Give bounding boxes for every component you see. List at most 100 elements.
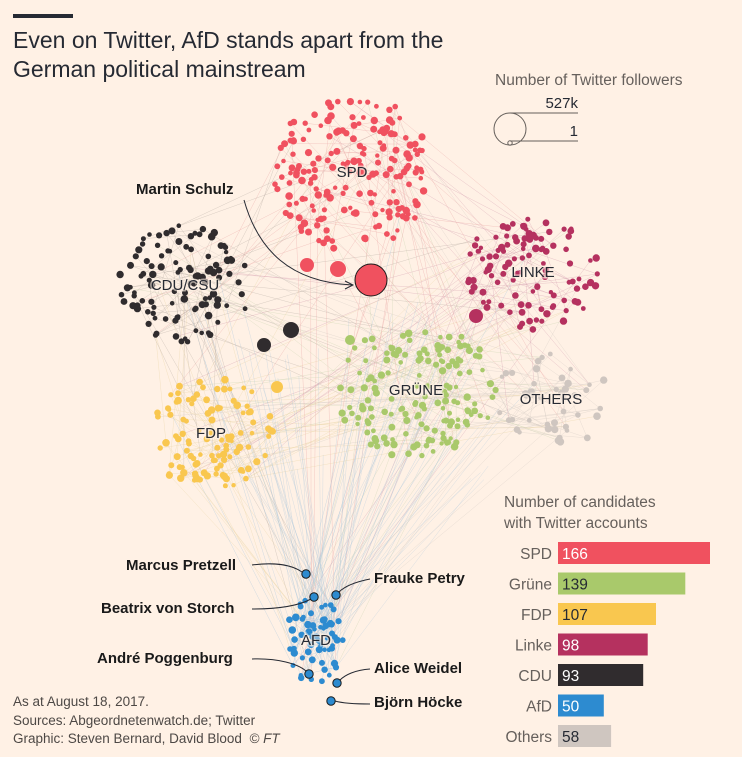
network-node	[434, 399, 442, 407]
network-edge	[141, 275, 527, 396]
network-node	[377, 371, 386, 379]
network-node	[381, 408, 389, 416]
bar-category-label: CDU	[518, 668, 552, 685]
network-node	[214, 296, 222, 304]
network-node	[250, 419, 257, 426]
network-node	[403, 135, 409, 141]
network-node	[543, 310, 551, 318]
network-node	[343, 162, 349, 168]
network-node	[306, 127, 312, 133]
network-node	[484, 265, 492, 274]
network-node	[139, 298, 146, 304]
network-edge	[370, 377, 401, 410]
network-node	[414, 383, 420, 389]
network-edge	[392, 122, 395, 161]
network-edge	[324, 331, 454, 620]
network-node	[180, 469, 188, 477]
network-node	[457, 358, 464, 364]
network-node	[145, 320, 152, 327]
size-legend: Number of Twitter followers 527k 1	[493, 72, 683, 146]
network-edge	[193, 320, 542, 459]
network-node	[356, 121, 362, 126]
network-node	[525, 302, 532, 309]
network-node	[563, 246, 569, 253]
network-node	[431, 427, 438, 434]
network-edge	[473, 281, 573, 288]
network-node	[324, 636, 330, 641]
network-node	[290, 151, 296, 157]
network-node	[207, 265, 214, 272]
network-node	[167, 411, 174, 418]
network-node	[357, 99, 363, 105]
network-edge	[325, 302, 419, 626]
network-node	[262, 452, 268, 459]
network-edge	[179, 386, 212, 434]
network-edge	[179, 372, 389, 387]
network-node	[519, 255, 526, 261]
network-edge	[266, 455, 331, 624]
network-node	[346, 98, 354, 106]
network-node	[202, 301, 209, 308]
network-node	[513, 237, 520, 245]
network-edge	[154, 317, 365, 389]
network-edge	[320, 627, 335, 664]
network-edge	[289, 336, 473, 650]
network-node	[561, 226, 567, 232]
network-edge	[156, 227, 302, 334]
network-node	[560, 408, 567, 415]
network-node	[406, 337, 413, 344]
network-node	[249, 389, 255, 395]
network-node	[233, 401, 241, 410]
network-node	[398, 407, 404, 412]
network-node	[504, 233, 510, 239]
network-edge	[175, 247, 502, 337]
network-node	[517, 323, 523, 330]
bar-chart-title: Number of candidates	[504, 494, 656, 511]
network-node	[551, 419, 558, 427]
network-node	[591, 282, 600, 290]
network-node	[412, 198, 419, 205]
network-node	[153, 330, 160, 337]
network-node	[423, 442, 430, 449]
network-node	[546, 228, 553, 236]
network-node	[480, 367, 485, 373]
network-node	[527, 388, 535, 396]
network-node	[562, 423, 570, 430]
network-node	[367, 441, 374, 448]
network-node	[216, 274, 223, 281]
network-node	[286, 201, 293, 208]
network-node	[447, 410, 452, 416]
network-edge	[344, 209, 508, 229]
network-node	[303, 196, 308, 202]
network-node	[476, 346, 483, 353]
network-node	[329, 163, 337, 171]
network-edge	[490, 248, 524, 267]
bar-linke	[558, 633, 648, 656]
network-node	[298, 674, 305, 682]
network-node	[352, 345, 358, 351]
network-node	[369, 414, 375, 420]
network-edge	[227, 310, 567, 437]
network-node	[293, 200, 299, 206]
network-edge	[217, 396, 426, 448]
network-edge	[464, 320, 564, 346]
network-node	[445, 439, 452, 446]
network-node	[550, 242, 557, 249]
network-node	[507, 309, 513, 316]
network-node	[183, 243, 190, 250]
network-node	[390, 440, 398, 449]
network-edge	[331, 125, 355, 242]
network-edge	[194, 480, 319, 641]
network-node	[526, 252, 532, 259]
network-node	[356, 168, 364, 176]
network-node	[442, 397, 450, 405]
network-edge	[134, 292, 333, 634]
network-node	[381, 143, 387, 148]
network-node	[158, 253, 165, 259]
network-node	[357, 370, 362, 376]
network-node	[318, 643, 324, 649]
network-edge	[288, 458, 331, 624]
network-node	[539, 354, 545, 361]
network-node	[340, 190, 346, 196]
network-edge	[516, 408, 601, 430]
